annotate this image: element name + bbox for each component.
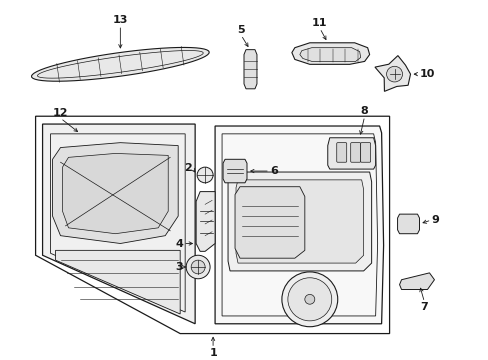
Polygon shape	[291, 43, 369, 64]
Polygon shape	[374, 55, 410, 91]
Text: 13: 13	[112, 15, 128, 25]
Polygon shape	[62, 153, 168, 234]
Polygon shape	[31, 48, 209, 81]
Polygon shape	[236, 180, 363, 263]
Text: 1: 1	[209, 348, 217, 358]
Text: 9: 9	[430, 215, 438, 225]
Polygon shape	[397, 214, 419, 234]
Polygon shape	[235, 187, 304, 258]
Text: 6: 6	[269, 166, 277, 176]
Polygon shape	[244, 50, 256, 89]
Text: 8: 8	[360, 106, 368, 116]
Polygon shape	[227, 172, 371, 271]
Circle shape	[281, 272, 337, 327]
FancyBboxPatch shape	[350, 143, 360, 162]
Circle shape	[186, 255, 210, 279]
Polygon shape	[399, 273, 433, 289]
Text: 5: 5	[237, 25, 244, 35]
Polygon shape	[36, 116, 389, 334]
Polygon shape	[56, 250, 180, 314]
Polygon shape	[215, 126, 383, 324]
FancyBboxPatch shape	[336, 143, 346, 162]
Circle shape	[304, 294, 314, 304]
Polygon shape	[327, 138, 375, 169]
Circle shape	[287, 278, 331, 321]
Text: 12: 12	[53, 108, 68, 118]
Text: 10: 10	[419, 69, 434, 79]
Text: 3: 3	[175, 262, 183, 272]
Text: 2: 2	[184, 163, 192, 173]
Circle shape	[197, 167, 213, 183]
FancyBboxPatch shape	[360, 143, 370, 162]
Polygon shape	[299, 48, 360, 62]
Text: 11: 11	[311, 18, 327, 28]
Text: 7: 7	[420, 302, 427, 312]
Polygon shape	[52, 143, 178, 243]
Polygon shape	[223, 159, 246, 183]
Polygon shape	[196, 192, 215, 251]
Circle shape	[386, 66, 402, 82]
Text: 4: 4	[175, 239, 183, 248]
Polygon shape	[42, 124, 195, 324]
Circle shape	[191, 260, 204, 274]
